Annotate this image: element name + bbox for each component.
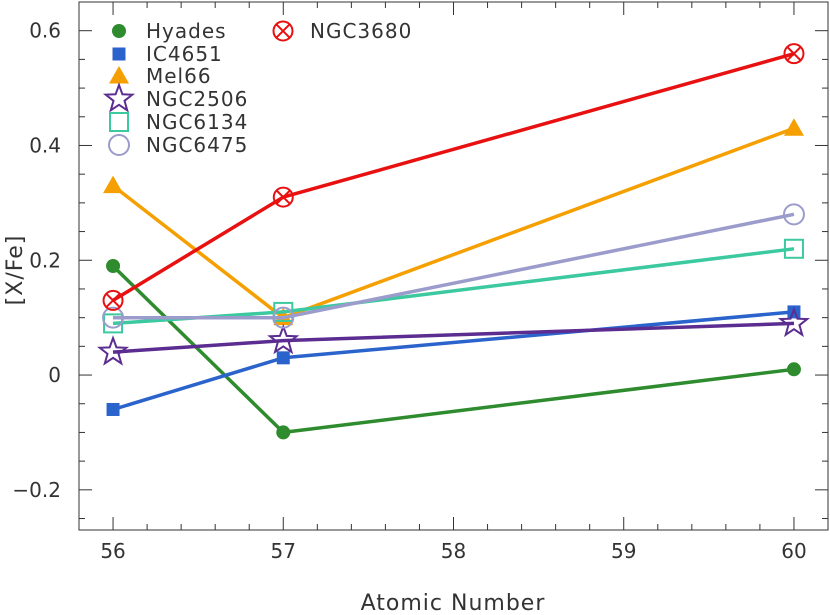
legend-label-ngc3680: NGC3680 [310,19,412,43]
marker-cross [275,23,291,39]
data-point-ic4651 [276,351,290,365]
marker-shape [109,112,129,132]
data-point-ngc6475 [782,203,805,226]
marker-cross [786,46,802,62]
marker-shape [786,362,801,377]
legend-item-ngc3680: NGC3680 [272,19,412,43]
x-tick-label: 58 [441,539,466,563]
marker-shape [272,306,295,329]
marker-shape [272,20,294,42]
legend-item-ngc6475: NGC6475 [108,133,248,157]
legend-label-ngc2506: NGC2506 [146,87,248,111]
series-layer [96,43,811,440]
legend-marker-ngc6134 [109,112,129,132]
legend-marker-ngc6475 [108,134,130,156]
marker-shape [782,203,805,226]
marker-cross [275,189,291,205]
y-axis-title: [X/Fe] [3,235,28,306]
marker-shape [106,259,121,273]
marker-shape [272,186,294,208]
legend-item-mel66: Mel66 [109,64,212,88]
data-point-ngc2506 [96,335,130,366]
data-point-hyades [786,362,801,377]
marker-shape [96,335,130,366]
marker-shape [783,118,804,136]
marker-shape [102,306,125,329]
marker-shape [783,43,805,65]
legend-marker-hyades [112,24,126,38]
series-line-ngc6134 [112,247,795,326]
legend-label-ngc6475: NGC6475 [146,133,248,157]
data-point-ngc6475 [272,306,295,329]
series-line-ngc2506 [112,321,795,354]
marker-shape [102,289,124,311]
series-line-ngc6475 [113,212,795,320]
legend-marker-ic4651 [112,47,126,61]
marker-shape [103,175,124,194]
y-tick-label: 0.6 [29,19,61,43]
data-point-ngc3680 [783,43,805,65]
series-hyades [106,259,801,440]
marker-cross [105,293,121,308]
data-point-ngc2506 [267,323,300,355]
x-tick-label: 60 [781,539,806,563]
axis-ticks: 56 57 58 59 60 −0.2 0 0.2 0.4 0.6 [12,2,828,563]
data-point-ngc2506 [777,306,811,338]
data-point-hyades [276,425,291,440]
legend-item-ngc2506: NGC2506 [102,82,248,113]
data-point-ngc6134 [783,238,804,259]
x-tick-label: 56 [100,539,125,563]
data-point-ngc6475 [102,306,125,329]
legend-label-ic4651: IC4651 [146,42,223,66]
marker-shape [102,82,136,113]
legend-item-hyades: Hyades [112,19,227,43]
y-tick-label: 0 [48,363,61,387]
data-point-ngc3680 [102,289,124,311]
legend-marker-mel66 [109,66,129,84]
marker-shape [112,47,126,61]
legend-label-mel66: Mel66 [146,64,212,88]
marker-shape [276,351,290,365]
data-point-ic4651 [106,402,120,416]
y-tick-label: 0.2 [29,248,61,272]
data-point-mel66 [783,118,804,136]
legend-label-hyades: Hyades [146,19,227,43]
x-tick-label: 57 [271,539,296,563]
marker-shape [112,24,126,38]
legend-marker-ngc3680 [272,20,294,42]
data-point-hyades [106,259,121,273]
legend-label-ngc6134: NGC6134 [146,110,248,134]
marker-shape [777,306,811,338]
legend-item-ic4651: IC4651 [112,42,223,66]
legend-item-ngc6134: NGC6134 [109,110,248,134]
marker-shape [783,238,804,259]
marker-shape [267,323,300,355]
x-axis-title: Atomic Number [361,591,546,615]
data-point-mel66 [103,175,124,194]
data-point-ngc3680 [272,186,294,208]
marker-shape [276,425,291,440]
marker-shape [106,402,120,416]
marker-shape [109,66,129,84]
marker-shape [108,134,130,156]
y-tick-label: 0.4 [29,133,61,157]
legend-marker-ngc2506 [102,82,136,113]
series-ngc6475 [102,203,805,329]
series-ngc3680 [102,43,805,311]
x-tick-label: 59 [611,539,636,563]
y-tick-label: −0.2 [12,478,61,502]
series-ngc2506 [96,306,811,366]
